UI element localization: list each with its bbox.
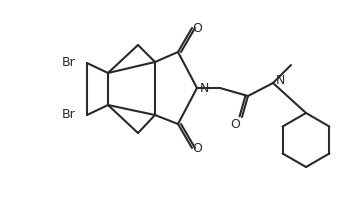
Text: N: N — [275, 74, 285, 88]
Text: Br: Br — [62, 57, 76, 69]
Text: O: O — [230, 118, 240, 131]
Text: O: O — [192, 21, 202, 35]
Text: N: N — [199, 81, 209, 95]
Text: O: O — [192, 141, 202, 154]
Text: Br: Br — [62, 108, 76, 122]
